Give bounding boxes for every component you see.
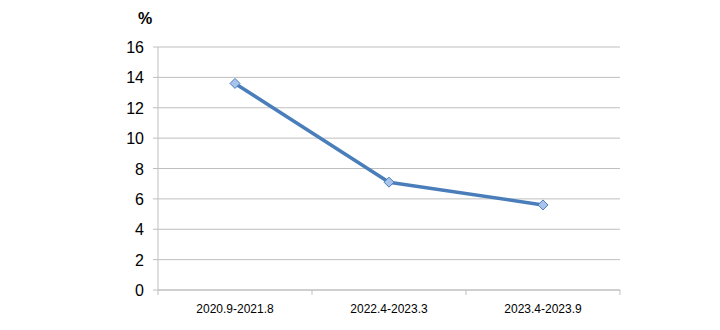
y-tick-label: 12 [126, 100, 144, 117]
y-tick [153, 138, 158, 139]
grid-line [158, 168, 620, 169]
grid-line [158, 198, 620, 199]
grid-line [158, 290, 620, 291]
plot-area [230, 78, 548, 210]
y-tick-label: 14 [126, 69, 144, 86]
y-tick-label: 10 [126, 130, 144, 147]
marker [230, 78, 240, 88]
y-tick [153, 107, 158, 108]
x-tick-label: 2020.9-2021.8 [196, 302, 274, 316]
x-tick [620, 290, 621, 295]
y-axis-label: % [138, 10, 152, 27]
grid-line [158, 138, 620, 139]
marker [538, 200, 548, 210]
x-tick [312, 290, 313, 295]
y-tick [153, 198, 158, 199]
marker [384, 177, 394, 187]
x-tick [158, 290, 159, 295]
x-axis [158, 290, 620, 291]
y-tick-label: 0 [135, 282, 144, 299]
y-tick [153, 229, 158, 230]
y-axis [158, 47, 159, 290]
grid-line [158, 47, 620, 48]
y-tick-label: 16 [126, 39, 144, 56]
y-tick-label: 2 [135, 252, 144, 269]
y-tick-label: 6 [135, 191, 144, 208]
grid-line [158, 229, 620, 230]
grid-line [158, 259, 620, 260]
y-tick [153, 168, 158, 169]
x-tick-label: 2022.4-2023.3 [350, 302, 428, 316]
y-tick [153, 259, 158, 260]
y-tick [153, 290, 158, 291]
x-tick-label: 2023.4-2023.9 [504, 302, 582, 316]
grid-line [158, 107, 620, 108]
x-tick [466, 290, 467, 295]
y-tick [153, 77, 158, 78]
chart: 0 2 4 6 8 10 12 14 16 2020.9-2021.8 2022.4-2023.3 2… [0, 0, 720, 330]
line [235, 83, 543, 205]
y-tick [153, 47, 158, 48]
grid-line [158, 77, 620, 78]
y-tick-label: 8 [135, 161, 144, 178]
y-tick-label: 4 [135, 221, 144, 238]
